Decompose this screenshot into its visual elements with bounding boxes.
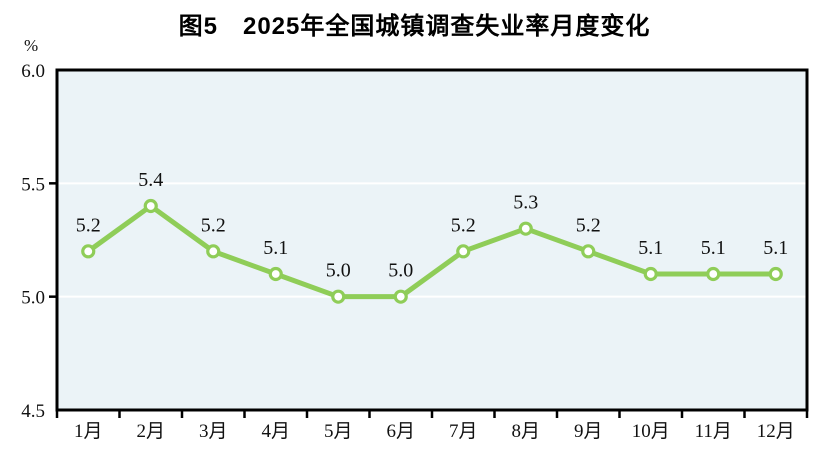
x-axis-label: 1月 — [74, 421, 103, 442]
y-axis-label: 5.0 — [21, 288, 45, 309]
data-line — [85, 203, 779, 300]
data-point-label: 5.2 — [76, 214, 101, 236]
data-point-marker — [143, 198, 158, 214]
data-point-marker — [581, 244, 596, 259]
x-axis-label: 3月 — [199, 421, 228, 442]
data-point-marker — [206, 244, 221, 259]
x-axis-label: 6月 — [386, 421, 415, 442]
data-point-marker — [268, 266, 283, 282]
x-axis-label: 10月 — [632, 421, 670, 442]
y-axis-label: 4.5 — [21, 401, 45, 422]
x-axis-label: 4月 — [261, 421, 290, 442]
data-point-label: 5.3 — [513, 192, 538, 214]
data-point-marker — [456, 244, 471, 259]
data-point-marker — [393, 289, 408, 304]
data-point-label: 5.0 — [388, 260, 413, 282]
data-point-label: 5.1 — [701, 237, 726, 259]
x-axis-label: 12月 — [757, 421, 795, 442]
data-point-marker — [518, 221, 533, 236]
x-axis-label: 2月 — [136, 421, 165, 442]
data-point-label: 5.0 — [326, 260, 351, 282]
x-axis-label: 11月 — [695, 421, 732, 442]
x-axis-label: 7月 — [449, 421, 478, 442]
y-axis-label: 5.5 — [21, 174, 45, 195]
data-point-label: 5.1 — [638, 237, 663, 259]
data-point-label: 5.1 — [263, 237, 288, 259]
y-axis-label: 6.0 — [21, 61, 45, 82]
data-point-label: 5.2 — [576, 214, 601, 236]
data-point-marker — [81, 244, 96, 259]
x-axis-label: 5月 — [324, 421, 353, 442]
plot-border — [55, 68, 809, 412]
chart-title: 图5 2025年全国城镇调查失业率月度变化 — [178, 13, 651, 40]
data-point-label: 5.4 — [138, 169, 163, 191]
data-point-marker — [643, 266, 658, 282]
data-point-label: 5.1 — [763, 237, 788, 259]
data-point-marker — [331, 289, 346, 304]
data-point-marker — [768, 266, 783, 282]
plot-area — [57, 70, 807, 410]
x-axis-label: 9月 — [574, 421, 603, 442]
y-axis-unit-label: % — [24, 36, 39, 55]
data-point-label: 5.2 — [201, 214, 226, 236]
data-point-marker — [706, 266, 721, 282]
data-point-label: 5.2 — [451, 214, 476, 236]
x-axis-label: 8月 — [511, 421, 540, 442]
